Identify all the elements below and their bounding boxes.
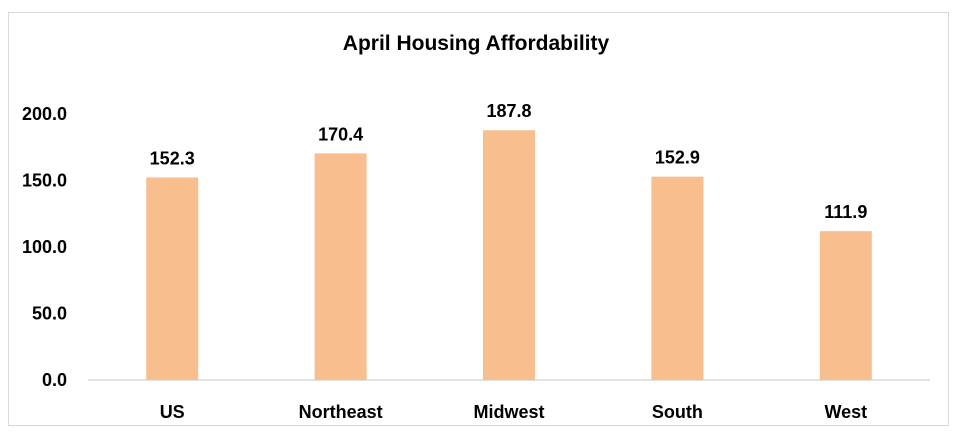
- category-labels-group: US Northeast Midwest South West: [160, 402, 867, 422]
- y-tick-label: 50.0: [32, 304, 67, 324]
- data-label: 170.4: [318, 124, 363, 144]
- y-tick-label: 0.0: [42, 370, 67, 390]
- bar-south: [651, 176, 704, 380]
- bar-west: [819, 231, 872, 380]
- data-label: 187.8: [486, 101, 531, 121]
- y-tick-label: 100.0: [22, 237, 67, 257]
- data-label: 111.9: [824, 202, 867, 222]
- data-label: 152.3: [150, 148, 195, 168]
- data-label: 152.9: [655, 148, 700, 168]
- bar-us: [146, 177, 199, 380]
- category-label: West: [824, 402, 867, 422]
- data-labels-group: 152.3 170.4 187.8 152.9 111.9: [150, 101, 868, 222]
- y-tick-label: 200.0: [22, 104, 67, 124]
- category-label: US: [160, 402, 185, 422]
- bar-northeast: [314, 153, 367, 380]
- category-label: Northeast: [299, 402, 383, 422]
- y-tick-label: 150.0: [22, 171, 67, 191]
- bars-group: [146, 130, 872, 380]
- bar-midwest: [483, 130, 535, 380]
- chart-title: April Housing Affordability: [343, 32, 610, 55]
- category-label: South: [652, 402, 703, 422]
- category-label: Midwest: [473, 402, 544, 422]
- y-axis-tick-labels: 0.0 50.0 100.0 150.0 200.0: [22, 104, 67, 390]
